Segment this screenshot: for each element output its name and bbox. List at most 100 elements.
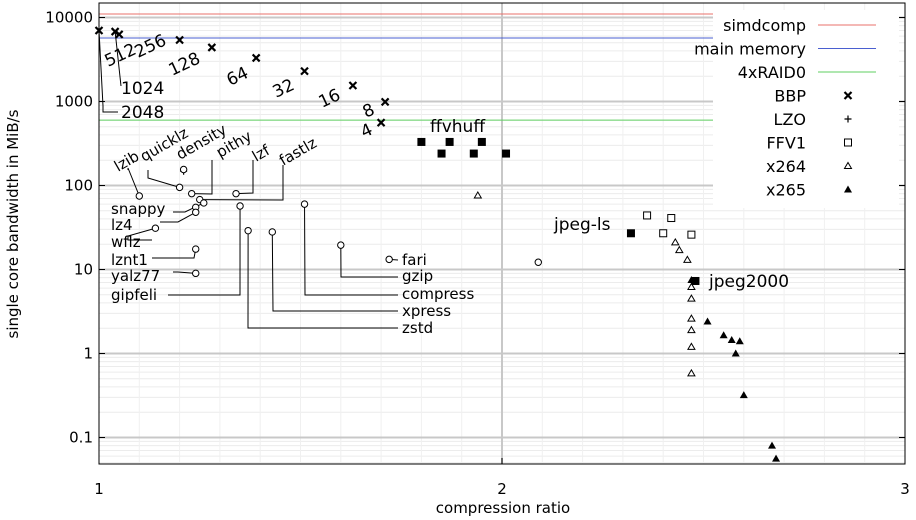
- point-8: [380, 97, 390, 107]
- point-64: [251, 53, 261, 63]
- label-bbp-4: 4: [358, 120, 376, 143]
- point-ffvhuff: [445, 137, 454, 146]
- point-128: [207, 43, 217, 52]
- point-wflz: [151, 224, 160, 232]
- point-x265: [768, 441, 777, 449]
- label-bbp-2048: 2048: [121, 103, 164, 123]
- legend-label: BBP: [774, 87, 806, 106]
- annotation-leader: [236, 160, 254, 195]
- point-x265: [739, 391, 748, 399]
- legend: simdcomp main memory 4xRAID0 BBP LZO FFV1 x264…: [694, 10, 899, 208]
- annotation-leader: [304, 204, 398, 296]
- point-32: [300, 66, 309, 76]
- annotation-leaders: [98, 30, 399, 329]
- point-256: [175, 35, 184, 45]
- annotation-leader: [168, 206, 241, 296]
- point-x264: [687, 325, 696, 334]
- label-bbp-1024: 1024: [121, 79, 164, 99]
- label-ffvhuff: ffvhuff: [430, 117, 486, 137]
- axis-ticks: 0.1 1 10 100 1000 10000 1 2 3: [45, 9, 909, 499]
- point-gipfeli: [236, 202, 244, 210]
- legend-marker: [843, 161, 853, 169]
- label-fastlz: fastlz: [276, 134, 320, 170]
- legend-label: main memory: [694, 40, 806, 59]
- point-x264: [687, 342, 696, 350]
- point-x264: [473, 191, 483, 199]
- label-jpeg2000: jpeg2000: [708, 272, 789, 292]
- legend-label: LZO: [774, 110, 806, 129]
- label-compress: compress: [402, 285, 474, 303]
- x-tick-label: 3: [900, 480, 910, 498]
- label-bbp-32: 32: [270, 75, 298, 102]
- label-bbp-64: 64: [224, 63, 252, 90]
- legend-label: 4xRAID0: [738, 63, 806, 82]
- legend-label: FFV1: [766, 134, 806, 153]
- legend-label: x265: [766, 181, 806, 200]
- point-ffvhuff: [469, 149, 478, 158]
- point-jpeg-ls: [626, 229, 635, 238]
- point-x265: [719, 331, 728, 339]
- point-x265: [703, 317, 712, 325]
- annotation-leader: [127, 227, 156, 241]
- point-x264: [670, 237, 680, 246]
- label-jpeg-ls: jpeg-ls: [553, 215, 611, 235]
- annotation-leader: [98, 30, 118, 113]
- y-tick-label: 0.1: [69, 429, 93, 447]
- y-tick-label: 10000: [45, 9, 93, 27]
- x-tick-label: 1: [94, 480, 104, 498]
- point-gzip: [337, 241, 345, 249]
- label-lz4: lz4: [111, 216, 133, 234]
- annotation-leader: [173, 271, 196, 274]
- point-ffv1: [643, 211, 652, 220]
- y-tick-label: 1000: [55, 93, 93, 111]
- point-ffvhuff: [417, 137, 426, 146]
- point-x264: [687, 368, 696, 377]
- legend-label: simdcomp: [723, 16, 806, 35]
- label-snappy: snappy: [111, 200, 166, 218]
- point-yalz77: [192, 269, 200, 278]
- point-x265: [735, 337, 744, 345]
- annotation-leader: [147, 170, 180, 188]
- label-lznt1: lznt1: [111, 251, 148, 269]
- y-tick-label: 1: [83, 345, 93, 363]
- annotation-leader: [340, 245, 398, 278]
- point-ffv1: [667, 214, 676, 223]
- point-zstd: [244, 226, 252, 235]
- annotation-leader: [271, 231, 398, 312]
- label-zstd: zstd: [402, 319, 433, 337]
- annotation-leader: [152, 248, 197, 259]
- label-xpress: xpress: [402, 302, 451, 320]
- point-lzib: [135, 192, 144, 200]
- point-x265: [772, 454, 781, 462]
- point-x264: [683, 255, 692, 263]
- point-lossless: [534, 258, 542, 266]
- legend-marker: [843, 91, 853, 100]
- label-yalz77: yalz77: [111, 267, 160, 285]
- point-quicklz: [175, 183, 184, 192]
- y-tick-label: 10: [74, 261, 93, 279]
- annotation-leader: [114, 31, 122, 87]
- label-gipfeli: gipfeli: [111, 286, 157, 304]
- point-lzf: [232, 189, 240, 198]
- annotation-leader: [127, 167, 140, 197]
- point-x265: [727, 335, 736, 343]
- label-bbp-256: 256: [132, 31, 170, 63]
- point-fari: [385, 255, 393, 264]
- point-density: [179, 165, 188, 174]
- y-axis-title: single core bandwidth in MiB/s: [4, 109, 22, 338]
- point-snappy: [200, 199, 208, 207]
- label-fari: fari: [402, 251, 427, 269]
- label-bbp-8: 8: [360, 100, 378, 123]
- point-xpress: [268, 228, 276, 236]
- legend-marker: [844, 138, 852, 147]
- point-ffvhuff: [502, 149, 511, 158]
- legend-label: x264: [766, 157, 806, 176]
- point-lznt1: [192, 245, 200, 253]
- point-x264: [687, 314, 696, 322]
- legend-marker: [844, 185, 852, 193]
- point-ffvhuff: [477, 137, 486, 146]
- annotation-leader: [160, 211, 196, 223]
- point-ffv1: [659, 229, 668, 238]
- point-4: [376, 118, 386, 127]
